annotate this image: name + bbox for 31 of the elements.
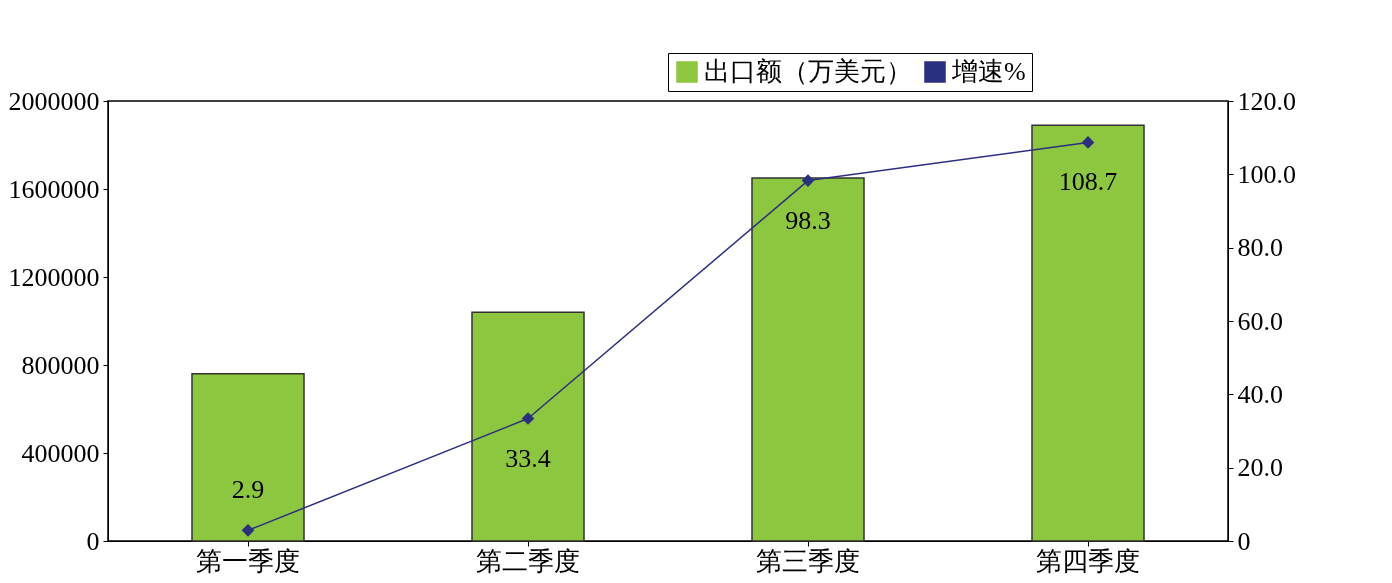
point (521, 412, 535, 425)
data-label: 2.9 (231, 475, 265, 505)
y2-tick-label: 40.0 (1237, 379, 1283, 409)
y2-tick-label: 100.0 (1237, 159, 1296, 189)
y-tick-label: 800000 (21, 350, 100, 380)
y-tick-label: 2000000 (8, 86, 100, 116)
point (241, 524, 255, 537)
point (1081, 136, 1095, 149)
legend-label: 出口额（万美元） (704, 57, 912, 86)
bar (471, 311, 585, 542)
point (801, 174, 815, 187)
y2-tick-label: 60.0 (1237, 306, 1283, 336)
x-tick-label: 第一季度 (196, 546, 300, 576)
y2-tick-label: 80.0 (1237, 233, 1283, 263)
data-label: 33.4 (505, 443, 551, 473)
y-tick-label: 0 (86, 526, 100, 556)
y2-tick-label: 20.0 (1237, 453, 1283, 483)
bar (751, 177, 865, 542)
y-tick-label: 400000 (21, 438, 100, 468)
x-tick-label: 第二季度 (476, 546, 580, 576)
y-tick-label: 1200000 (8, 262, 100, 292)
x-tick-label: 第四季度 (1036, 546, 1140, 576)
y2-tick-label: 0 (1237, 526, 1251, 556)
bar (191, 373, 305, 542)
data-label: 98.3 (785, 205, 831, 235)
y-tick-label: 1600000 (8, 174, 100, 204)
data-label: 108.7 (1058, 167, 1118, 197)
bar (1031, 124, 1145, 542)
x-tick-label: 第三季度 (756, 546, 860, 576)
legend-label: 增速% (951, 57, 1026, 86)
y2-tick-label: 120.0 (1237, 86, 1296, 116)
